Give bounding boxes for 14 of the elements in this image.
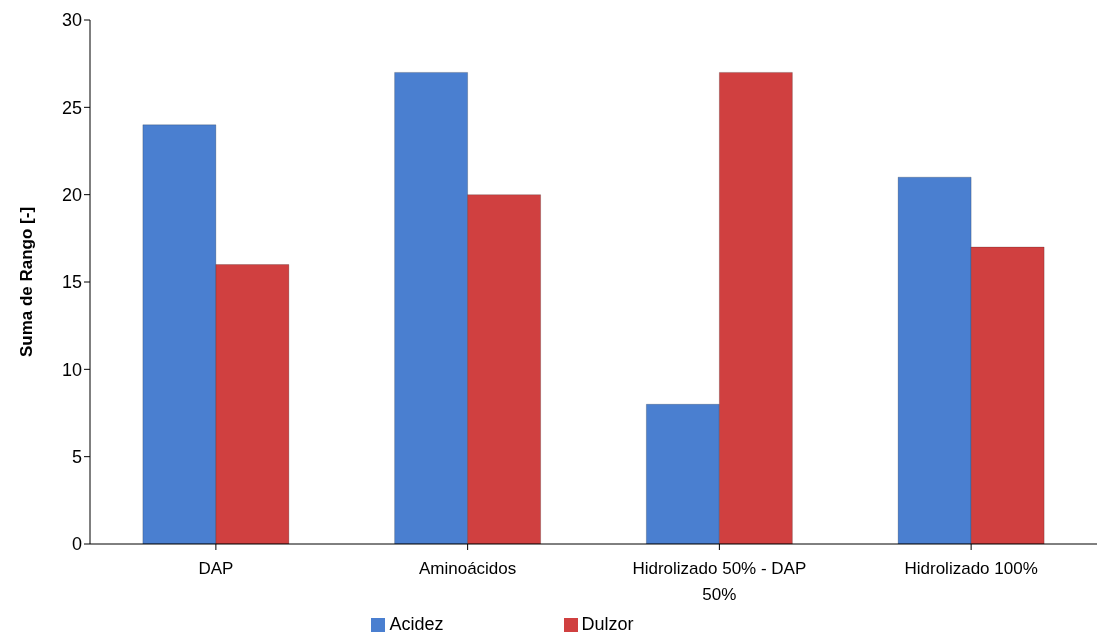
- y-axis-title: Suma de Rango [-]: [17, 206, 37, 358]
- legend-label: Acidez: [389, 614, 444, 634]
- y-tick-label: 10: [61, 359, 82, 380]
- y-tick-label: 0: [71, 534, 82, 555]
- y-tick-label: 15: [61, 272, 82, 293]
- x-tick-label: DAP: [198, 559, 234, 578]
- x-tick-label: Aminoácidos: [418, 559, 517, 578]
- x-tick-label: Hidrolizado 50% - DAP 50%: [632, 559, 807, 604]
- y-tick-label: 30: [61, 10, 82, 31]
- y-tick-label: 20: [61, 185, 82, 206]
- y-tick-label: 5: [71, 447, 82, 468]
- legend-label: Dulzor: [581, 614, 634, 634]
- x-tick-label: Hidrolizado 100%: [904, 559, 1038, 578]
- y-tick-label: 25: [61, 97, 82, 118]
